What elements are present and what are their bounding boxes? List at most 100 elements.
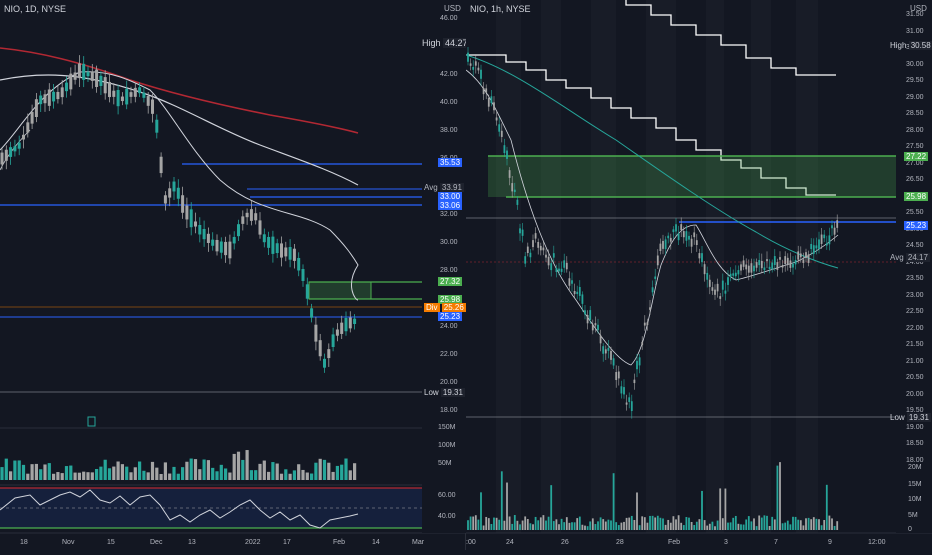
- price-tick: 42.00: [440, 71, 458, 78]
- candle: [667, 235, 670, 239]
- volume-bar: [797, 519, 800, 530]
- daily-candles: [0, 55, 357, 373]
- volume-bar: [155, 467, 159, 480]
- avg-tag: Avg 33.91: [424, 183, 464, 192]
- time-tick: Feb: [668, 539, 681, 546]
- candle: [768, 266, 771, 270]
- volume-bar: [594, 524, 597, 530]
- candle: [189, 209, 193, 228]
- volume-bar: [682, 525, 685, 530]
- candle: [34, 99, 38, 117]
- volume-bar: [524, 516, 527, 530]
- volume-bar: [493, 517, 495, 530]
- price-tick: 20.50: [906, 374, 924, 381]
- time-tick: Nov: [62, 539, 75, 546]
- candle: [581, 294, 584, 304]
- price-tick: 23.00: [906, 291, 924, 299]
- price-tick: 24.00: [906, 258, 924, 266]
- volume-bar: [825, 484, 828, 530]
- chart-pane-daily[interactable]: NIO, 1D, NYSE USD 46.0044.0042.0040.0038…: [0, 0, 470, 550]
- candle: [558, 268, 560, 272]
- candle: [662, 240, 664, 249]
- volume-bar: [318, 458, 322, 480]
- volume-bar: [747, 516, 750, 530]
- candle: [682, 231, 685, 238]
- candle: [176, 187, 180, 199]
- supply-zone[interactable]: [488, 156, 896, 197]
- price-tag-25-98: 25.98: [438, 295, 463, 304]
- price-tick: 30.00: [906, 60, 924, 68]
- candle: [565, 262, 568, 270]
- volume-bar: [589, 521, 592, 530]
- candle: [116, 90, 120, 107]
- candle: [620, 386, 623, 394]
- candle: [690, 238, 693, 247]
- time-tick: 26: [561, 539, 569, 546]
- high-tag-label: High: [890, 41, 907, 50]
- ma-50-line: [0, 74, 359, 186]
- hourly-chart-canvas[interactable]: [465, 0, 932, 550]
- chart-pane-hourly[interactable]: NIO, 1h, NYSE USD 31.5031.0030.5030.0029…: [465, 0, 932, 550]
- candle: [649, 307, 651, 310]
- volume-bar: [617, 525, 620, 530]
- candle: [638, 357, 641, 366]
- volume-bar: [21, 464, 26, 480]
- supply-zone[interactable]: [308, 281, 372, 300]
- candle: [506, 150, 508, 159]
- volume-bar: [297, 464, 301, 480]
- currency-label: USD: [444, 4, 461, 13]
- candle: [586, 315, 589, 324]
- high-tag-label: High: [422, 38, 441, 48]
- candle: [353, 318, 357, 325]
- earnings-marker-icon[interactable]: [87, 416, 96, 427]
- candle: [773, 256, 776, 266]
- candle: [262, 234, 266, 243]
- candle: [818, 239, 820, 250]
- volume-bar: [353, 463, 357, 480]
- volume-bar: [532, 524, 534, 530]
- price-axis[interactable]: [896, 0, 932, 533]
- candle: [310, 308, 314, 318]
- volume-tick-100m: 100M: [438, 442, 456, 449]
- volume-bar: [662, 518, 664, 530]
- candle: [86, 71, 90, 77]
- candle: [753, 265, 755, 272]
- volume-bar: [254, 470, 258, 480]
- candle: [542, 247, 545, 251]
- candle: [297, 257, 301, 271]
- symbol-label[interactable]: NIO, 1h, NYSE: [470, 4, 531, 14]
- volume-bar: [82, 471, 86, 480]
- candle: [664, 239, 667, 250]
- volume-bar: [771, 516, 774, 530]
- candle: [615, 372, 618, 381]
- candle: [617, 371, 620, 379]
- volume-bar: [335, 465, 339, 480]
- candle: [267, 236, 271, 248]
- volume-bar: [275, 463, 279, 480]
- volume-bar: [659, 517, 662, 530]
- volume-bar: [498, 519, 501, 530]
- volume-bar: [711, 521, 714, 530]
- volume-bar: [591, 518, 594, 530]
- candle: [750, 263, 753, 273]
- volume-bar: [763, 515, 766, 530]
- candle: [836, 220, 839, 228]
- candle: [498, 124, 501, 132]
- price-axis[interactable]: [422, 0, 466, 533]
- candle: [727, 277, 729, 285]
- volume-bar: [279, 473, 284, 480]
- volume-bar: [675, 519, 677, 530]
- volume-bar: [467, 520, 469, 530]
- volume-bar: [150, 461, 155, 480]
- price-tick: 18.50: [906, 440, 924, 447]
- candle: [716, 283, 719, 292]
- price-tick: 19.00: [906, 423, 924, 431]
- volume-bar: [482, 525, 485, 530]
- avg-tag: Avg 24.17: [890, 253, 930, 262]
- candle: [802, 259, 805, 263]
- price-tick: 20.00: [906, 390, 924, 398]
- daily-chart-canvas[interactable]: [0, 0, 466, 550]
- candle: [651, 287, 654, 293]
- volume-bar: [560, 518, 563, 530]
- symbol-label[interactable]: NIO, 1D, NYSE: [4, 4, 67, 14]
